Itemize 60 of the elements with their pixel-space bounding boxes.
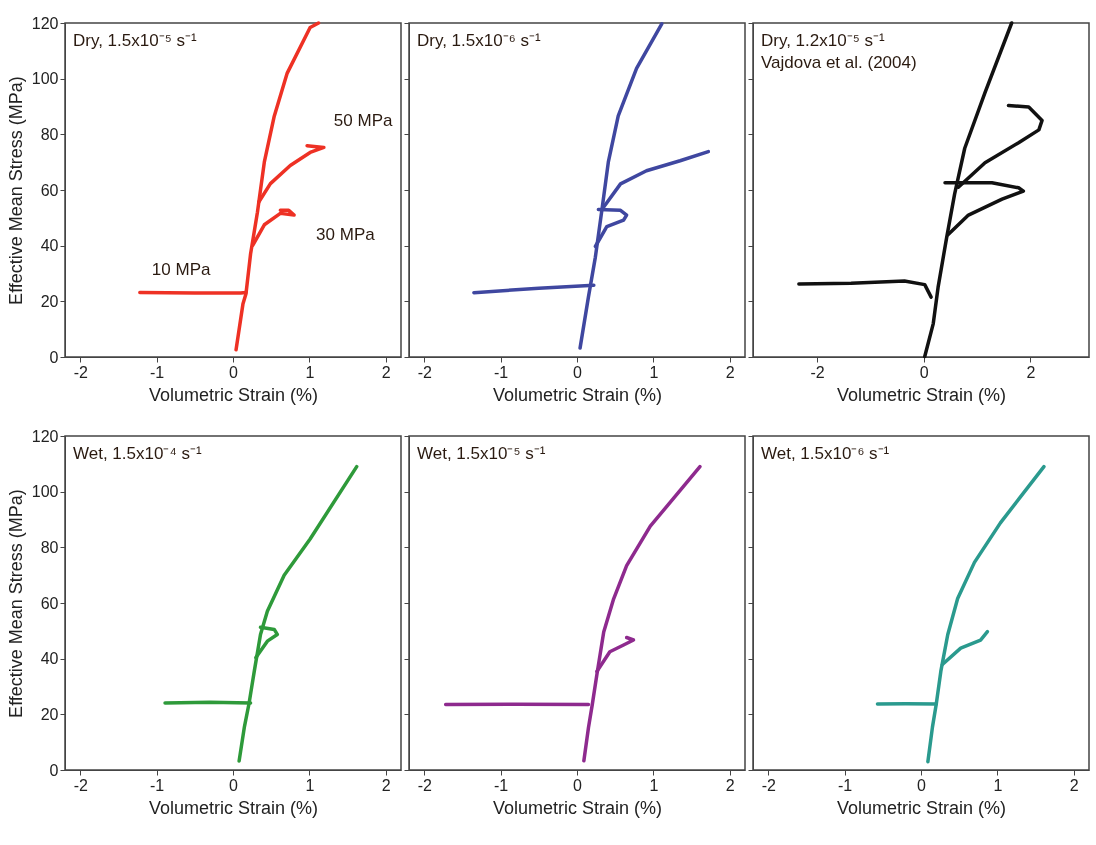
x-tick-label: 2 xyxy=(725,776,735,794)
text: Vajdova et al. (2004) xyxy=(761,53,917,72)
x-tick-label: 0 xyxy=(573,776,583,794)
x-tick-label: -2 xyxy=(417,363,432,381)
x-tick-label: -2 xyxy=(810,363,825,381)
y-tick-label: 80 xyxy=(40,125,59,143)
y-tick-label: 20 xyxy=(40,292,59,310)
x-tick-label: -1 xyxy=(150,776,165,794)
y-tick-label: 60 xyxy=(40,181,59,199)
x-tick-label: 2 xyxy=(725,363,735,381)
x-tick-label: -1 xyxy=(150,363,165,381)
x-axis-title: Volumetric Strain (%) xyxy=(148,384,319,405)
x-tick-label: -1 xyxy=(494,363,509,381)
chart-title: Wet, 1.5x10⁻⁵ s⁻¹ xyxy=(417,444,546,463)
x-axis-title: Volumetric Strain (%) xyxy=(492,797,663,818)
x-tick-label: -2 xyxy=(73,363,88,381)
chart-title: Wet, 1.5x10⁻⁶ s⁻¹ xyxy=(761,444,890,463)
x-tick-label: 0 xyxy=(919,363,929,381)
y-tick-label: 20 xyxy=(40,705,59,723)
y-axis-title: Effective Mean Stress (MPa) xyxy=(5,489,26,718)
y-tick-label: 100 xyxy=(31,483,59,501)
x-tick-label: 0 xyxy=(917,776,927,794)
y-tick-label: 0 xyxy=(49,761,59,779)
chart-title: Dry, 1.5x10⁻⁵ s⁻¹ xyxy=(73,31,197,50)
x-tick-label: 1 xyxy=(649,776,659,794)
x-tick-label: 0 xyxy=(229,363,239,381)
x-tick-label: 2 xyxy=(1069,776,1079,794)
annotation: 30 MPa xyxy=(316,225,376,245)
y-tick-label: 120 xyxy=(31,427,59,445)
y-tick-label: 0 xyxy=(49,348,59,366)
x-tick-label: 2 xyxy=(1026,363,1036,381)
y-tick-label: 40 xyxy=(40,237,59,255)
x-axis-title: Volumetric Strain (%) xyxy=(836,797,1007,818)
x-tick-label: 1 xyxy=(649,363,659,381)
x-tick-label: 1 xyxy=(993,776,1003,794)
y-axis-title: Effective Mean Stress (MPa) xyxy=(5,76,26,305)
y-tick-label: 40 xyxy=(40,650,59,668)
y-tick-label: 100 xyxy=(31,70,59,88)
x-tick-label: 0 xyxy=(573,363,583,381)
x-tick-label: -2 xyxy=(417,776,432,794)
x-tick-label: -1 xyxy=(494,776,509,794)
y-tick-label: 120 xyxy=(31,14,59,32)
y-tick-label: 60 xyxy=(40,594,59,612)
x-axis-title: Volumetric Strain (%) xyxy=(148,797,319,818)
x-tick-label: 2 xyxy=(381,776,391,794)
x-axis-title: Volumetric Strain (%) xyxy=(836,384,1007,405)
x-tick-label: 1 xyxy=(305,776,315,794)
x-tick-label: -2 xyxy=(761,776,776,794)
chart-title: Wet, 1.5x10⁻⁴ s⁻¹ xyxy=(73,444,202,463)
annotation: 10 MPa xyxy=(151,260,211,280)
x-tick-label: 1 xyxy=(305,363,315,381)
x-tick-label: 2 xyxy=(381,363,391,381)
x-axis-title: Volumetric Strain (%) xyxy=(492,384,663,405)
x-tick-label: -1 xyxy=(838,776,853,794)
x-tick-label: -2 xyxy=(73,776,88,794)
x-tick-label: 0 xyxy=(229,776,239,794)
annotation: 50 MPa xyxy=(333,111,394,131)
chart-title: Dry, 1.2x10⁻⁵ s⁻¹ xyxy=(761,31,885,50)
y-tick-label: 80 xyxy=(40,538,59,556)
chart-title: Dry, 1.5x10⁻⁶ s⁻¹ xyxy=(417,31,541,50)
